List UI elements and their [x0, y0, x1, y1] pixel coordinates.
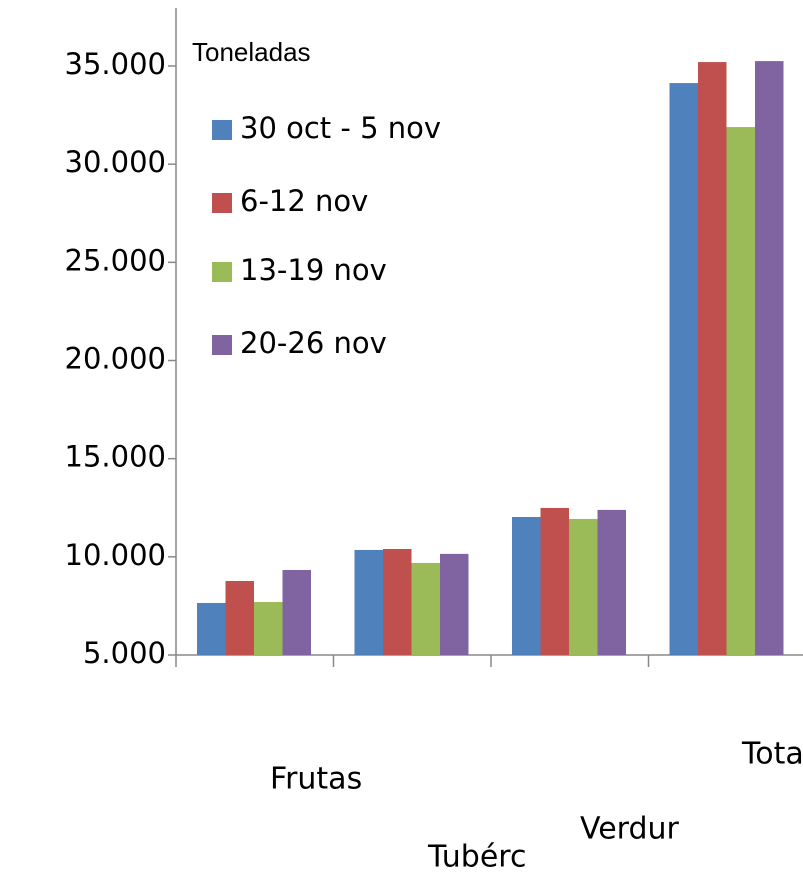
y-tick-label: 15.000	[65, 440, 166, 474]
x-tick-label: Verdur	[580, 812, 680, 847]
legend-label: 13-19 nov	[240, 253, 387, 287]
y-tick-label: 25.000	[65, 243, 166, 277]
bar	[755, 61, 784, 655]
legend-swatch	[212, 120, 232, 140]
legend-swatch	[212, 262, 232, 282]
y-tick-label: 5.000	[83, 636, 166, 670]
legend-title: Toneladas	[192, 37, 311, 67]
x-tick-label: Tota	[741, 737, 803, 772]
legend-label: 20-26 nov	[240, 326, 387, 360]
bar	[440, 553, 469, 655]
bar	[669, 83, 698, 656]
legend-label: 6-12 nov	[240, 184, 368, 218]
bar	[383, 548, 412, 655]
y-tick-label: 20.000	[65, 342, 166, 376]
bar	[698, 62, 727, 655]
legend-swatch	[212, 193, 232, 213]
bar	[282, 569, 311, 655]
bar	[540, 507, 569, 655]
bar	[512, 516, 541, 655]
legend-label: 30 oct - 5 nov	[240, 111, 441, 145]
bar	[197, 602, 226, 655]
bar	[597, 509, 626, 655]
y-tick-label: 10.000	[65, 538, 166, 572]
bar	[354, 549, 383, 655]
bar	[411, 562, 440, 655]
bar	[569, 518, 598, 655]
legend-swatch	[212, 335, 232, 355]
bar	[726, 127, 755, 655]
y-tick-label: 35.000	[65, 47, 166, 81]
bar	[254, 601, 283, 655]
x-tick-label: Tubérc	[427, 840, 526, 875]
bar	[225, 580, 254, 655]
x-tick-label: Frutas	[270, 762, 362, 797]
y-tick-label: 30.000	[65, 145, 166, 179]
